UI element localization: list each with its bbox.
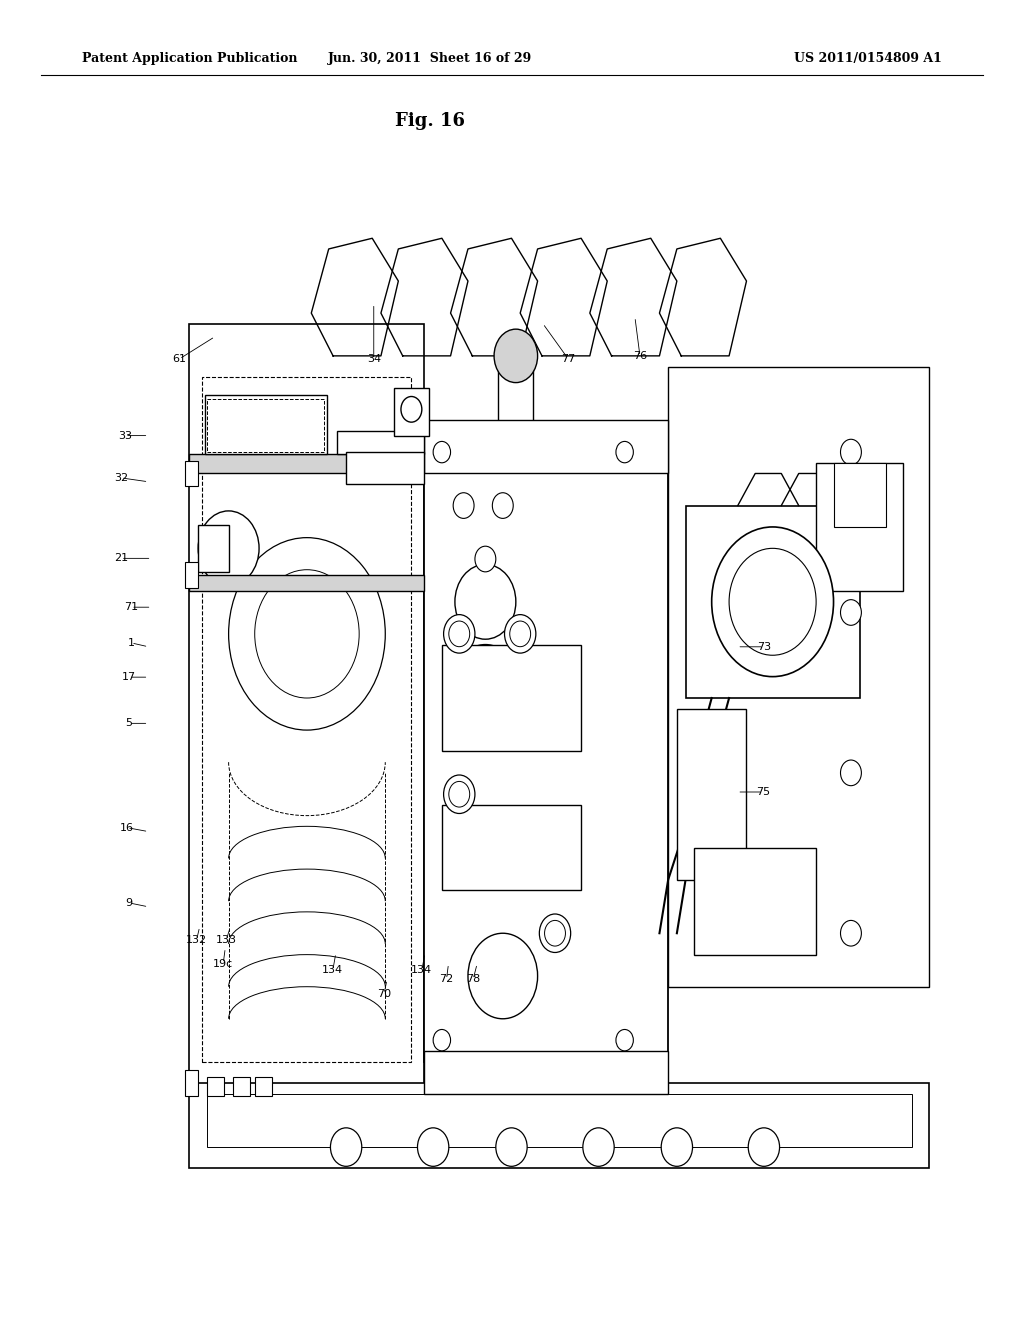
Bar xyxy=(338,430,425,454)
Bar xyxy=(394,388,429,436)
Ellipse shape xyxy=(331,1127,361,1167)
Bar xyxy=(207,1093,912,1147)
Text: 16: 16 xyxy=(120,822,134,833)
Bar xyxy=(233,1077,250,1096)
Text: 19c: 19c xyxy=(213,958,233,969)
Bar xyxy=(442,805,582,891)
Text: 17: 17 xyxy=(122,672,136,682)
Bar xyxy=(424,420,668,474)
Text: Patent Application Publication: Patent Application Publication xyxy=(82,51,297,65)
Ellipse shape xyxy=(443,615,475,653)
Text: 78: 78 xyxy=(466,974,480,985)
Ellipse shape xyxy=(475,546,496,572)
Bar xyxy=(185,461,199,486)
Ellipse shape xyxy=(841,920,861,946)
Bar xyxy=(255,1077,272,1096)
Text: 76: 76 xyxy=(633,351,647,362)
Ellipse shape xyxy=(401,396,422,422)
Bar xyxy=(185,562,199,587)
Ellipse shape xyxy=(468,933,538,1019)
Text: 21: 21 xyxy=(114,553,128,564)
Bar xyxy=(686,506,860,698)
Bar xyxy=(189,323,424,1093)
Ellipse shape xyxy=(540,913,570,953)
Text: 134: 134 xyxy=(412,965,432,975)
Text: 70: 70 xyxy=(377,989,391,999)
Bar xyxy=(346,451,425,484)
Bar xyxy=(424,441,668,1061)
Text: 9: 9 xyxy=(126,898,132,908)
Ellipse shape xyxy=(199,511,259,586)
Ellipse shape xyxy=(545,920,565,946)
Text: Fig. 16: Fig. 16 xyxy=(395,112,465,131)
Bar xyxy=(205,396,327,454)
Ellipse shape xyxy=(662,1127,692,1167)
Bar xyxy=(199,525,228,572)
Ellipse shape xyxy=(455,565,516,639)
Text: Jun. 30, 2011  Sheet 16 of 29: Jun. 30, 2011 Sheet 16 of 29 xyxy=(328,51,532,65)
Text: 73: 73 xyxy=(757,642,771,652)
Bar xyxy=(189,576,424,591)
Ellipse shape xyxy=(749,1127,779,1167)
Ellipse shape xyxy=(418,1127,449,1167)
Bar xyxy=(424,1051,668,1093)
Text: 72: 72 xyxy=(439,974,454,985)
Text: US 2011/0154809 A1: US 2011/0154809 A1 xyxy=(795,51,942,65)
Bar xyxy=(677,709,746,880)
Ellipse shape xyxy=(433,1030,451,1051)
Ellipse shape xyxy=(443,775,475,813)
Text: 77: 77 xyxy=(561,354,575,364)
Text: 1: 1 xyxy=(128,638,134,648)
Ellipse shape xyxy=(729,548,816,655)
Ellipse shape xyxy=(583,1127,614,1167)
Text: 33: 33 xyxy=(118,430,132,441)
Ellipse shape xyxy=(449,781,470,807)
Bar xyxy=(442,644,582,751)
Bar xyxy=(189,1082,930,1168)
Bar xyxy=(834,463,886,527)
Ellipse shape xyxy=(496,1127,527,1167)
Bar xyxy=(207,1077,224,1096)
Ellipse shape xyxy=(841,440,861,465)
Ellipse shape xyxy=(454,492,474,519)
Bar xyxy=(185,1071,199,1096)
Bar xyxy=(189,454,424,474)
Ellipse shape xyxy=(495,329,538,383)
Ellipse shape xyxy=(449,620,470,647)
Text: 32: 32 xyxy=(114,473,128,483)
Text: 5: 5 xyxy=(126,718,132,729)
Ellipse shape xyxy=(841,599,861,626)
Ellipse shape xyxy=(616,441,633,463)
Bar xyxy=(694,847,816,954)
Ellipse shape xyxy=(616,1030,633,1051)
Text: 134: 134 xyxy=(323,965,343,975)
Ellipse shape xyxy=(841,760,861,785)
Bar xyxy=(203,378,412,1061)
Text: 71: 71 xyxy=(124,602,138,612)
Bar xyxy=(499,356,534,430)
Bar xyxy=(668,367,930,987)
Ellipse shape xyxy=(493,492,513,519)
Ellipse shape xyxy=(451,644,520,730)
Ellipse shape xyxy=(433,441,451,463)
Bar xyxy=(816,463,903,591)
Ellipse shape xyxy=(510,620,530,647)
Text: 34: 34 xyxy=(367,354,381,364)
Bar xyxy=(207,399,325,451)
Ellipse shape xyxy=(505,615,536,653)
Ellipse shape xyxy=(712,527,834,677)
Text: 133: 133 xyxy=(216,935,237,945)
Text: 61: 61 xyxy=(172,354,186,364)
Text: 75: 75 xyxy=(756,787,770,797)
Text: 132: 132 xyxy=(186,935,207,945)
